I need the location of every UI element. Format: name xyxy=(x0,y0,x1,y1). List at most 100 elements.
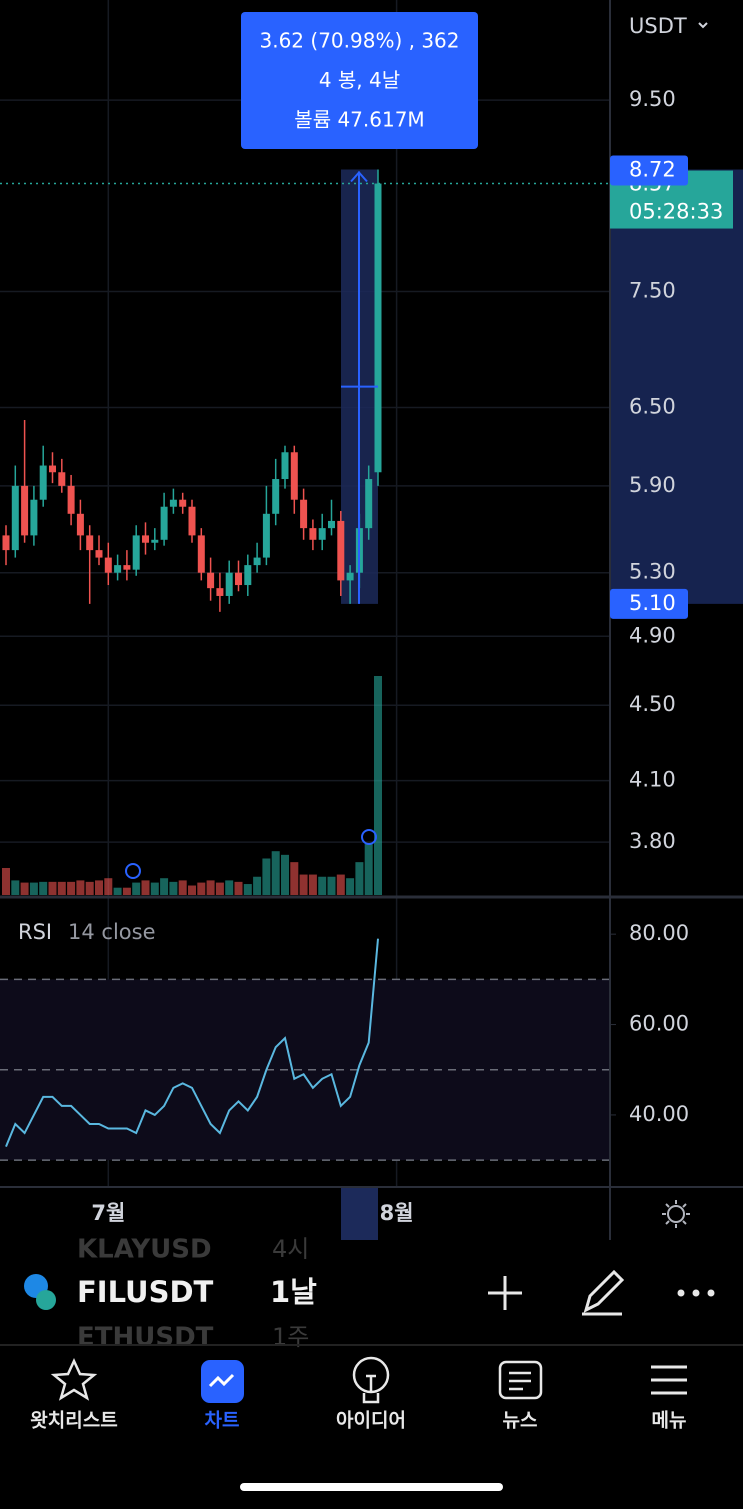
candle-body xyxy=(132,535,140,570)
volume-bar xyxy=(243,884,252,895)
candle-body xyxy=(160,506,168,540)
add-button[interactable] xyxy=(488,1276,522,1310)
candle-body xyxy=(290,452,298,500)
y-tick-label: 6.50 xyxy=(629,394,676,418)
y-tick-label: 4.90 xyxy=(629,623,676,647)
tab-label[interactable]: 아이디어 xyxy=(336,1410,406,1432)
y-tick-label: 40.00 xyxy=(629,1102,689,1126)
volume-bar xyxy=(113,887,122,895)
volume-bar xyxy=(132,882,141,895)
measure-low-badge xyxy=(610,588,688,619)
y-tick-label: 9.50 xyxy=(629,87,676,111)
menu-icon[interactable] xyxy=(651,1365,687,1395)
candle-body xyxy=(49,465,56,473)
candle-body xyxy=(11,485,19,551)
measure-tooltip xyxy=(241,12,478,149)
candle-body xyxy=(244,565,252,586)
candle-body xyxy=(365,479,373,529)
news-icon[interactable] xyxy=(498,1360,543,1400)
candle-body xyxy=(114,565,122,573)
candle-body xyxy=(142,535,149,543)
home-indicator xyxy=(240,1483,503,1491)
candle-body xyxy=(272,479,280,514)
y-tick-label: 3.80 xyxy=(629,829,676,853)
tab-label[interactable]: 왓치리스트 xyxy=(30,1410,117,1432)
ghost-interval: 1주 xyxy=(272,1323,309,1351)
candle-body xyxy=(58,472,66,486)
volume-bar xyxy=(57,881,66,895)
candle-body xyxy=(30,499,38,536)
ideas-icon[interactable] xyxy=(352,1356,390,1404)
volume-bar xyxy=(281,854,289,895)
y-tick-label: 5.90 xyxy=(629,473,676,497)
volume-bar xyxy=(197,882,206,895)
grid xyxy=(0,0,743,1240)
watchlist-icon[interactable] xyxy=(50,1358,98,1401)
volume-bar xyxy=(104,878,113,895)
volume-bar xyxy=(299,874,308,895)
symbol[interactable]: FILUSDT xyxy=(77,1275,214,1309)
volume-bar xyxy=(336,874,345,895)
tab-label[interactable]: 차트 xyxy=(205,1410,240,1432)
candle-body xyxy=(225,572,233,596)
volume-bar xyxy=(290,862,299,895)
volume-bar xyxy=(318,876,327,895)
candle-body xyxy=(235,572,242,586)
volume-bar xyxy=(206,880,215,895)
volume-bar xyxy=(253,876,262,895)
volume-bar xyxy=(160,878,169,895)
chevron xyxy=(698,22,708,29)
draw-button[interactable] xyxy=(582,1269,625,1316)
candle-body xyxy=(281,452,289,480)
volume-bar xyxy=(262,858,271,895)
candle-body xyxy=(188,506,196,536)
volume-bar xyxy=(85,881,94,895)
y-tick-label: 80.00 xyxy=(629,921,689,945)
candle-body xyxy=(2,535,10,551)
candle-body xyxy=(197,535,205,573)
candle-body xyxy=(253,557,261,566)
volume-bar xyxy=(122,887,131,895)
candle-body xyxy=(318,528,326,540)
candle-body xyxy=(262,513,270,558)
volume-marker xyxy=(361,829,377,845)
rsi-line xyxy=(5,938,379,1147)
y-tick-label: 4.10 xyxy=(629,768,676,792)
volume-bar xyxy=(215,882,224,895)
tooltip-volume: 볼륨 47.617M xyxy=(294,108,424,132)
candle-body xyxy=(374,183,382,473)
tab-label[interactable]: 메뉴 xyxy=(652,1410,687,1432)
volume-bar xyxy=(95,880,103,895)
volume-bar xyxy=(188,885,196,895)
volume-bar xyxy=(39,881,48,895)
ghost-interval: 4시 xyxy=(272,1235,309,1263)
currency-selector[interactable]: USDT xyxy=(629,14,687,38)
y-tick-label: 5.30 xyxy=(629,560,676,584)
candle-body xyxy=(337,520,345,581)
volume-bar xyxy=(327,876,336,895)
candle-body xyxy=(76,513,84,536)
more-button[interactable] xyxy=(677,1289,715,1297)
measure-time-range xyxy=(341,1188,378,1240)
volume-bar xyxy=(346,878,355,895)
marks xyxy=(2,169,382,1147)
candle-body xyxy=(207,572,215,589)
candle-body xyxy=(309,528,317,540)
volume-marker xyxy=(125,863,141,879)
tab-label[interactable]: 뉴스 xyxy=(503,1410,538,1432)
ghost-symbol: ETHUSDT xyxy=(77,1323,214,1353)
volume-bar xyxy=(308,874,317,895)
volume-bar xyxy=(150,882,159,895)
candle-body xyxy=(123,565,131,570)
candle-body xyxy=(95,550,103,558)
x-tick-label: 8월 xyxy=(380,1201,414,1225)
y-tick-label: 4.50 xyxy=(629,692,676,716)
candle-body xyxy=(300,499,308,529)
settings-icon[interactable] xyxy=(662,1200,690,1228)
volume-bar xyxy=(355,862,364,895)
interval[interactable]: 1날 xyxy=(270,1275,317,1309)
volume-bar xyxy=(67,881,76,895)
candle-body xyxy=(67,485,75,514)
volume-bar xyxy=(2,867,10,895)
measure-high-badge xyxy=(610,155,688,186)
